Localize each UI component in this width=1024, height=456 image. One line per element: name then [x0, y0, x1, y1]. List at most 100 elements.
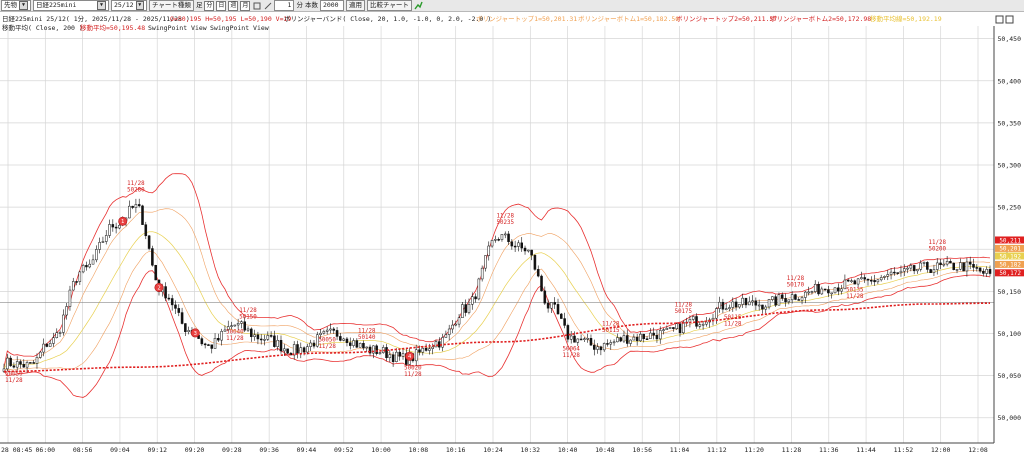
candle-body — [787, 299, 791, 303]
candle-body — [187, 330, 190, 333]
price-badge-bg — [995, 236, 1024, 244]
period-month-box[interactable]: 月 — [240, 0, 251, 11]
candle-body — [602, 343, 606, 351]
contract-select[interactable]: 25/12 ▼ — [111, 0, 147, 11]
price-badge: 50,182 — [995, 260, 1024, 269]
y-tick-label: 50,450 — [998, 35, 1022, 43]
candle-body — [804, 291, 807, 298]
settings-icon[interactable] — [252, 1, 261, 10]
candle-body — [213, 337, 217, 349]
candle-body — [78, 271, 82, 282]
x-tick-label: 11:44 — [856, 446, 876, 454]
candle-body — [622, 335, 626, 342]
event-marker: 4 — [405, 351, 415, 361]
bar-count-value: 2000 — [322, 1, 339, 9]
header-bb-bottom2: ボリンジャーボトム2=50,172.98 — [770, 15, 871, 23]
candle-body — [464, 304, 467, 313]
candle-body — [273, 335, 276, 347]
x-tick-label: 10:16 — [446, 446, 466, 454]
candle-body — [985, 269, 988, 274]
candle-body — [922, 262, 926, 264]
candle-body — [701, 323, 705, 326]
candle-body — [95, 249, 98, 261]
y-tick-label: 50,100 — [998, 330, 1022, 338]
candle-body — [698, 324, 702, 327]
candle-body — [203, 343, 207, 346]
candle-body — [507, 233, 510, 242]
period-minute-box[interactable]: 分 — [204, 0, 215, 11]
candle-body — [210, 344, 214, 349]
candle-body — [137, 204, 141, 207]
period-week-box[interactable]: 週 — [228, 0, 239, 11]
candle-body — [886, 274, 890, 277]
candle-body — [520, 242, 524, 249]
candle-body — [62, 314, 65, 333]
candle-body — [98, 242, 101, 250]
candle-body — [902, 268, 906, 272]
swing-label-line1: 50020 — [404, 366, 422, 372]
candle-body — [942, 263, 946, 266]
swing-label-line1: 50115 — [724, 315, 742, 321]
x-tick-label: 11:52 — [894, 446, 914, 454]
symbol-select[interactable]: 日経225mini ▼ — [33, 0, 109, 11]
candle-body — [767, 299, 771, 308]
x-tick-label: 10:40 — [558, 446, 578, 454]
event-marker-dot — [190, 328, 200, 338]
swing-label-line1: 11/28 — [675, 303, 693, 309]
bar-count-input[interactable]: 2000 — [319, 0, 344, 11]
candle-body — [503, 233, 507, 236]
candle-body — [230, 325, 233, 327]
candle-body — [269, 335, 273, 337]
compare-chart-button[interactable]: 比較チャート — [366, 0, 412, 11]
export-icon[interactable] — [414, 1, 423, 10]
candle-body — [744, 297, 748, 306]
candle-body — [487, 245, 491, 256]
candle-body — [771, 296, 774, 300]
chart-type-button[interactable]: チャート種類 — [149, 0, 194, 11]
candle-body — [586, 338, 589, 340]
x-tick-label: 11:20 — [744, 446, 764, 454]
candle-body — [645, 338, 649, 340]
candle-body — [85, 265, 88, 268]
header-swing2: SwingPoint View — [210, 24, 269, 32]
candle-body — [372, 345, 375, 354]
candle-body — [837, 287, 840, 292]
candle-body — [883, 276, 886, 278]
candle-body — [513, 245, 517, 248]
settings-icon[interactable] — [995, 15, 1004, 24]
candle-body — [68, 289, 72, 307]
swing-label-line2: 50170 — [787, 282, 805, 288]
candle-body — [560, 313, 563, 319]
candle-body — [619, 337, 622, 342]
candle-body — [316, 334, 319, 347]
interval-input[interactable]: 1 — [274, 0, 295, 11]
candle-body — [523, 247, 527, 252]
candle-body — [817, 283, 820, 295]
window-icon[interactable] — [1005, 15, 1014, 24]
candle-body — [546, 302, 550, 309]
candle-body — [962, 262, 965, 272]
candle-body — [421, 347, 425, 353]
apply-button[interactable]: 適用 — [345, 0, 365, 11]
candle-body — [757, 304, 761, 307]
price-badge-label: 50,172 — [999, 270, 1021, 277]
candle-body — [441, 337, 444, 348]
candle-body — [731, 301, 735, 308]
event-marker: 1 — [118, 216, 128, 226]
draw-icon[interactable] — [263, 1, 272, 10]
candle-body — [467, 303, 471, 313]
x-tick-label: 09:36 — [259, 446, 279, 454]
period-day-box[interactable]: 日 — [216, 0, 227, 11]
candle-body — [863, 277, 866, 280]
market-select[interactable]: 先物 ▼ — [1, 0, 31, 11]
x-axis: 28 08:45 06:00 08:56 09:04 09:12 09:20 09:28 09… — [0, 442, 1024, 456]
candle-body — [88, 263, 92, 268]
candle-body — [484, 255, 487, 269]
candle-body — [510, 241, 514, 247]
swing-label-line1: 11/28 — [239, 308, 257, 314]
